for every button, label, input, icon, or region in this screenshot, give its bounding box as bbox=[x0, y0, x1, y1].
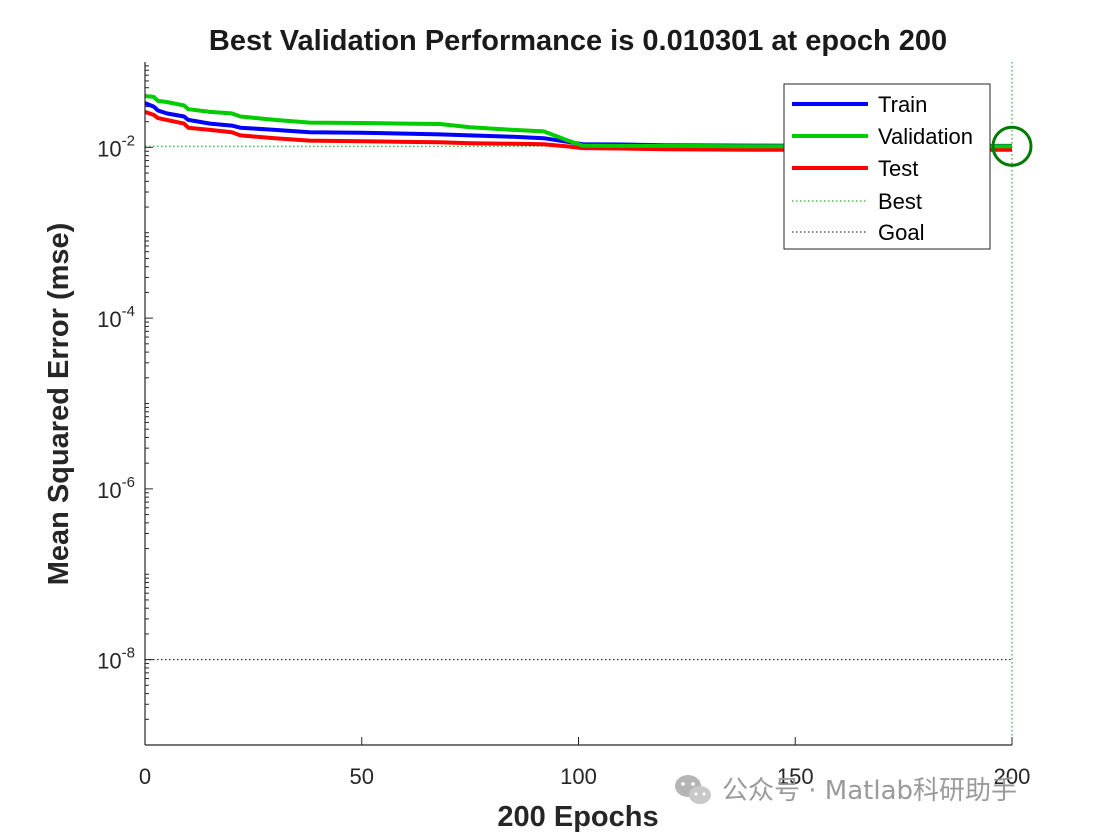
watermark: 公众号 · Matlab科研助手 bbox=[675, 775, 1017, 806]
y-axis-label: Mean Squared Error (mse) bbox=[43, 223, 75, 586]
series-layer bbox=[144, 94, 1012, 152]
best-point-marker bbox=[991, 125, 1033, 167]
series-line-test bbox=[144, 110, 1012, 152]
y-tick-label: 10-4 bbox=[97, 303, 135, 332]
series-line-validation bbox=[144, 94, 1012, 149]
x-tick-label: 150 bbox=[777, 764, 814, 789]
watermark-text: 公众号 · Matlab科研助手 bbox=[722, 776, 1017, 806]
legend-label-validation: Validation bbox=[878, 124, 973, 149]
x-axis-label: 200 Epochs bbox=[497, 801, 658, 832]
y-ticks: 10-2 10-4 10-6 10-8 bbox=[97, 132, 135, 673]
x-tick-label: 50 bbox=[350, 764, 374, 789]
y-tick-label: 10-2 bbox=[97, 132, 135, 161]
chart-title: Best Validation Performance is 0.010301 … bbox=[209, 25, 947, 57]
legend-label-train: Train bbox=[878, 92, 927, 117]
x-ticks: 0 50 100 150 200 bbox=[139, 737, 1030, 789]
legend: Train Validation Test Best Goal bbox=[783, 83, 991, 250]
legend-label-best: Best bbox=[878, 189, 922, 214]
legend-label-goal: Goal bbox=[878, 220, 924, 245]
x-tick-label: 0 bbox=[139, 764, 151, 789]
legend-label-test: Test bbox=[878, 156, 918, 181]
y-tick-label: 10-6 bbox=[97, 474, 135, 503]
x-tick-label: 200 bbox=[994, 764, 1031, 789]
y-tick-label: 10-8 bbox=[97, 645, 135, 674]
wechat-icon bbox=[675, 775, 711, 804]
x-tick-label: 100 bbox=[560, 764, 597, 789]
